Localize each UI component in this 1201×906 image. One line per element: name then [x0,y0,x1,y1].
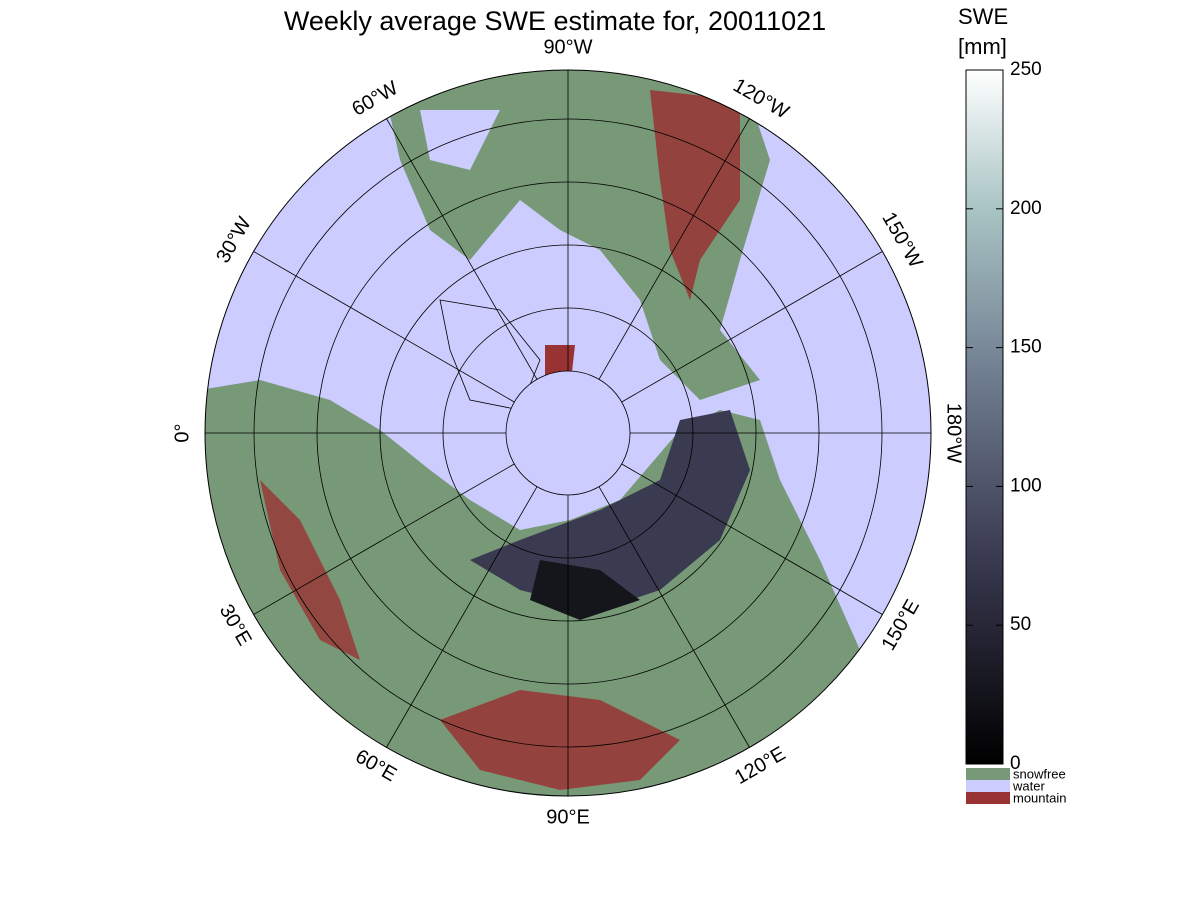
colorbar-tick-label: 50 [1010,614,1031,635]
meridian [598,118,750,380]
meridian [253,251,515,403]
meridian [386,118,538,380]
graticule [205,70,931,796]
map-border [204,69,932,797]
legend-label: snowfree [1013,766,1066,781]
tibet-mountains [440,690,680,790]
legend-swatch [966,792,1010,804]
legend-swatch [966,768,1010,780]
meridian [253,463,515,615]
meridian [386,486,538,748]
longitude-label: 90°E [546,806,590,828]
hudson-bay [420,110,500,170]
pole-hole [506,371,630,495]
map-title: Weekly average SWE estimate for, 2001102… [284,6,826,36]
rocky-mountains [650,90,740,300]
colorbar-tick-label: 0 [1010,753,1021,774]
colorbar-tick-label: 100 [1010,475,1042,496]
longitude-labels: 90°W120°W150°W180°W150°E120°E90°E60°E30°… [171,36,964,828]
longitude-label: 90°W [543,36,592,58]
colorbar-tick-label: 150 [1010,337,1042,358]
meridian [621,251,883,403]
colorbar [965,69,1004,765]
meridian [621,463,883,615]
longitude-label: 180°W [943,403,965,463]
legend-label: water [1012,778,1045,793]
longitude-label: 0° [171,423,193,442]
colorbar-tick-label: 250 [1010,59,1042,80]
legend-label: mountain [1013,790,1066,805]
map-disc [205,70,931,796]
colorbar-title: SWE [958,4,1008,29]
deep-snow [530,560,640,620]
meridian [598,486,750,748]
legend-swatch [966,780,1010,792]
colorbar-title: [mm] [958,34,1007,59]
colorbar-tick-label: 200 [1010,198,1042,219]
europe-mountains [260,480,360,660]
colorbar-ticks: 0 50 100 150 200 250 [966,59,1042,774]
